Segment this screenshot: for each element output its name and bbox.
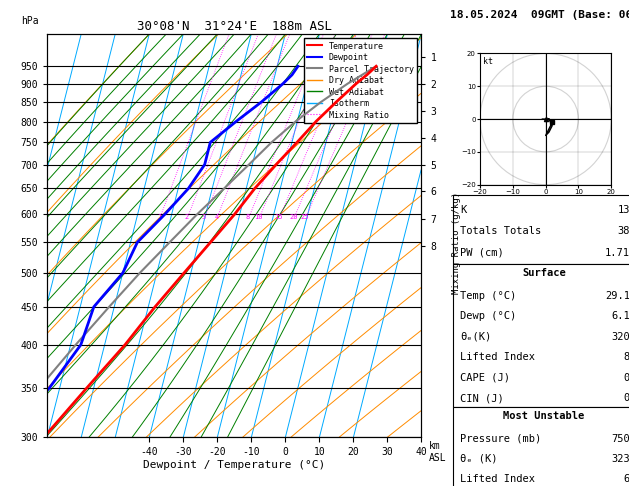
Text: K: K (460, 205, 467, 215)
Text: 13: 13 (617, 205, 629, 215)
X-axis label: Dewpoint / Temperature (°C): Dewpoint / Temperature (°C) (143, 460, 325, 470)
Text: kt: kt (482, 57, 493, 67)
Text: 1: 1 (157, 214, 162, 220)
Text: CIN (J): CIN (J) (460, 393, 504, 403)
Text: Dewp (°C): Dewp (°C) (460, 311, 516, 321)
Text: 29.1: 29.1 (605, 291, 629, 301)
Text: Totals Totals: Totals Totals (460, 226, 542, 236)
Text: 10: 10 (255, 214, 263, 220)
Text: Mixing Ratio (g/kg): Mixing Ratio (g/kg) (452, 192, 460, 294)
Text: 20: 20 (289, 214, 298, 220)
Text: 320: 320 (611, 331, 629, 342)
Text: Pressure (mb): Pressure (mb) (460, 434, 542, 444)
Text: θₑ (K): θₑ (K) (460, 454, 498, 464)
Text: 323: 323 (611, 454, 629, 464)
Text: 3: 3 (202, 214, 206, 220)
Bar (453, 195, 629, 264)
Text: hPa: hPa (21, 16, 38, 26)
Text: Most Unstable: Most Unstable (503, 411, 585, 421)
Text: PW (cm): PW (cm) (460, 248, 504, 258)
Text: 4: 4 (214, 214, 218, 220)
Text: 25: 25 (301, 214, 309, 220)
Text: 38: 38 (617, 226, 629, 236)
Text: 15: 15 (274, 214, 283, 220)
Legend: Temperature, Dewpoint, Parcel Trajectory, Dry Adiabat, Wet Adiabat, Isotherm, Mi: Temperature, Dewpoint, Parcel Trajectory… (304, 38, 417, 123)
Text: 6: 6 (623, 474, 629, 485)
Text: Temp (°C): Temp (°C) (460, 291, 516, 301)
Title: 30°08'N  31°24'E  188m ASL: 30°08'N 31°24'E 188m ASL (136, 20, 332, 33)
Bar (453, 264, 629, 407)
Text: 18.05.2024  09GMT (Base: 06): 18.05.2024 09GMT (Base: 06) (450, 10, 629, 19)
Text: 1.71: 1.71 (605, 248, 629, 258)
Text: 2: 2 (185, 214, 189, 220)
Text: Lifted Index: Lifted Index (460, 474, 535, 485)
Text: 8: 8 (623, 352, 629, 362)
Text: 0: 0 (623, 393, 629, 403)
Bar (453, 407, 629, 486)
Text: θₑ(K): θₑ(K) (460, 331, 491, 342)
Text: CAPE (J): CAPE (J) (460, 373, 510, 382)
Text: Surface: Surface (522, 268, 566, 278)
Text: 8: 8 (246, 214, 250, 220)
Text: km
ASL: km ASL (429, 441, 447, 463)
Text: 6.1: 6.1 (611, 311, 629, 321)
Text: Lifted Index: Lifted Index (460, 352, 535, 362)
Text: 750: 750 (611, 434, 629, 444)
Text: 0: 0 (623, 373, 629, 382)
